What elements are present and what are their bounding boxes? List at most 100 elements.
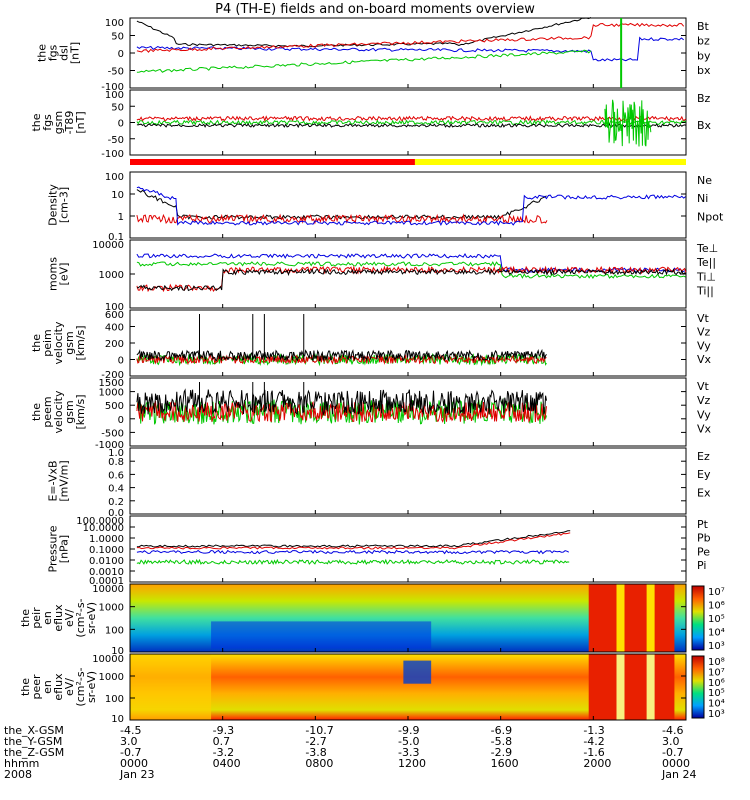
ephemeris-value: Jan 23 [119,768,154,781]
series-vz [136,353,547,365]
series-pt [136,530,571,548]
ephemeris-value: 0400 [213,757,241,770]
spectrogram-lowflux [211,621,432,649]
legend-bx: bx [697,64,711,77]
y-tick-label: 100 [105,90,124,101]
y-tick-label: -200 [101,370,124,381]
legend-ex: Ex [697,486,711,499]
legend-vz: Vz [697,394,711,407]
y-tick-label: 1000 [99,388,124,399]
legend-pb: Pb [697,532,711,545]
y-tick-label: 0.0100 [89,556,124,567]
y-tick-label: -1000 [95,440,124,451]
series-vt [136,348,547,362]
ephemeris-value: 0000 [662,757,690,770]
series-pe [136,558,570,566]
legend-bz: Bz [697,92,711,105]
y-tick-label: 1500 [99,378,124,389]
legend-te⊥: Te⊥ [696,242,718,255]
ephemeris-value: 3.0 [662,735,680,748]
legend-npot: Npot [697,210,724,223]
legend-ey: Ey [697,468,711,481]
colorbar-label: 10⁷ [708,667,725,678]
series-ne [136,213,548,225]
legend-bz: bz [697,35,710,48]
y-tick-label: 1.0 [108,448,124,459]
spectrogram-band [588,654,675,720]
ephemeris-value: -3.3 [398,746,419,759]
y-tick-label: 600 [105,310,124,321]
y-tick-label: 1 [118,212,124,223]
ephemeris-label: hhmm [4,757,39,770]
y-tick-label: 200 [105,339,124,350]
ephemeris-value: 1600 [491,757,519,770]
series-te-par [136,268,687,292]
panel-efield: 1.00.8 0.6 0.4 0.20.0 E=-VxB[mV/m] Ez Ey Ex [47,447,711,519]
spectrogram-stripe [646,654,655,720]
y-tick-label: 100.0000 [76,516,124,527]
ephemeris-value: -0.7 [662,746,683,759]
colorbar-label: 10⁴ [708,628,725,639]
y-tick-label: 400 [105,323,124,334]
colorbar-label: 10³ [708,641,725,652]
y-tick-label: -50 [108,67,124,78]
legend-ne: Ne [697,174,712,187]
legend-pe: Pe [697,545,710,558]
panel-peim_v: 600 400 200 0 -200 thepeimvelocitygsm[km/s] Vt… [30,309,712,381]
legend-bx: Bx [697,119,712,132]
colorbar-label: 10⁶ [708,601,725,612]
y-tick-label: 10 [111,646,124,657]
ephemeris-value: -10.7 [305,724,333,737]
y-tick-label: 0 [118,415,124,426]
series-bx [136,122,687,129]
y-tick-label: 0 [118,49,124,60]
ephemeris-value: -5.8 [491,735,512,748]
y-tick-label: 500 [105,401,124,412]
y-tick-label: 1000 [99,603,124,614]
legend-bt: Bt [697,20,710,33]
colorbar-label: 10⁶ [708,678,725,689]
ephemeris-value: 3.0 [120,735,138,748]
status-bar-yellow [414,159,686,165]
legend-pi: Pi [697,559,706,572]
y-tick-label: 1000 [99,672,124,683]
plot-title: P4 (TH-E) fields and on-board moments ov… [215,2,535,17]
legend-vz: Vz [697,326,711,339]
ephemeris-value: -4.6 [662,724,683,737]
y-tick-label: 10 [111,714,124,725]
series-npot [136,186,686,227]
ephemeris-value: 0800 [305,757,333,770]
panel-density: 100 10 1 0.1 Density[cm-3] Ne Ni Npot [47,171,724,243]
ephemeris-label: the_Z-GSM [4,746,64,759]
ephemeris-value: -0.7 [120,746,141,759]
y-tick-label: 50 [111,32,124,43]
ephemeris-label: the_X-GSM [4,724,64,737]
y-tick-label: 50 [111,102,124,113]
series-pb [136,532,571,550]
y-tick-label: -500 [101,428,124,439]
y-tick-label: 0.2 [108,497,124,508]
y-axis-label: thepeemvelocitygsm[km/s] [30,390,87,433]
colorbar-peir_efl [691,585,705,651]
y-tick-label: 0 [118,356,124,367]
legend-ti||: Ti|| [696,285,714,298]
colorbar-label: 10⁸ [708,657,725,668]
series-bt [136,16,592,48]
y-tick-label: 0.0 [108,508,124,519]
ephemeris-value: -3.2 [213,746,234,759]
y-tick-label: -50 [108,135,124,146]
y-tick-label: -100 [101,82,124,93]
y-tick-label: 10000 [92,654,124,665]
colorbar-label: 10⁵ [708,614,725,625]
legend-te||: Te|| [696,256,716,269]
y-tick-label: 10.0000 [83,523,124,534]
y-axis-label: thepeerenefluxeV/(cm²-s-sr-eV) [19,667,98,706]
colorbar-label: 10⁵ [708,688,725,699]
spectrogram-stripe [646,584,655,652]
y-axis-label: thefgsgsm-T89[nT] [30,111,87,135]
colorbar-peer_efl [691,655,705,719]
y-axis-label: E=-VxB[mV/m] [47,460,71,501]
panel-frame [129,17,687,89]
series-ti-par [136,261,686,279]
ephemeris-value: -9.3 [213,724,234,737]
